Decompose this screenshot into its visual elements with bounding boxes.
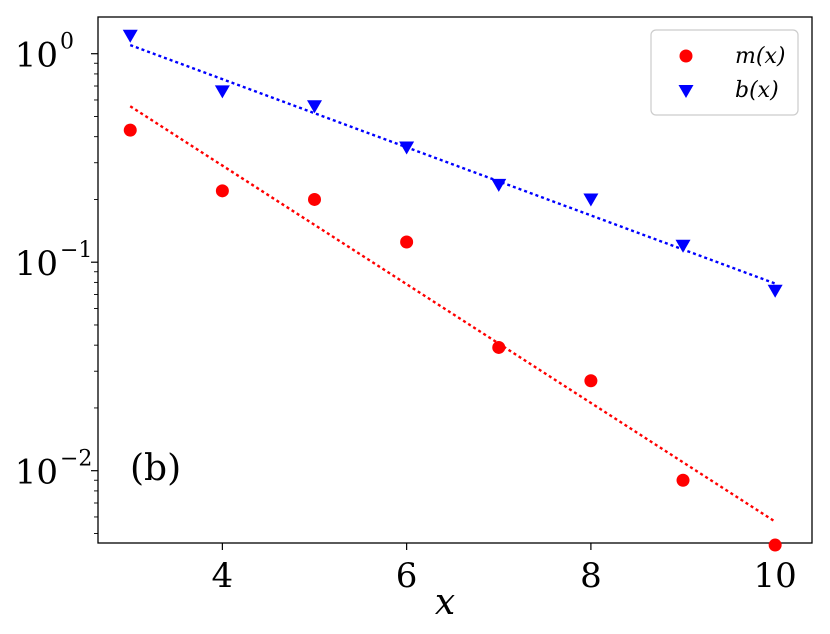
point-m-7 [768,538,782,552]
y-tick-label-base: 10 [15,453,58,493]
point-b-0 [122,29,138,43]
point-b-4 [491,178,507,192]
point-m-2 [308,192,322,206]
y-tick-label-0: 10 0 [15,30,74,76]
x-axis-label: x [435,582,455,623]
point-b-3 [399,141,415,155]
point-m-6 [676,473,690,487]
x-tick-label-8: 8 [580,556,602,596]
y-tick-label-exponent: −2 [60,447,92,472]
ticks [91,53,776,550]
y-tick-label-1: 10 −1 [15,238,93,284]
fit-lines [129,43,776,523]
point-b-5 [583,193,599,207]
point-b-1 [214,85,230,99]
point-m-1 [215,184,229,198]
point-m-3 [400,235,414,249]
point-m-4 [492,340,506,354]
y-tick-label-base: 10 [15,36,58,76]
y-tick-label-exponent: −1 [60,238,92,263]
legend-label-m: m(x) [735,44,785,69]
data-points [122,29,783,552]
point-m-0 [123,123,137,137]
x-tick-label-4: 4 [212,556,234,596]
panel-annotation: (b) [130,448,181,489]
x-tick-label-10: 10 [754,556,797,596]
point-b-7 [767,284,783,298]
y-tick-label-exponent: 0 [60,30,74,55]
legend-label-b: b(x) [735,78,779,103]
fit-line-0 [129,105,776,523]
point-m-5 [584,374,598,388]
legend-marker-m [679,49,693,63]
legend: m(x) b(x) [650,29,799,116]
x-tick-label-6: 6 [396,556,418,596]
point-b-6 [675,239,691,253]
y-tick-label-2: 10 −2 [15,447,93,493]
y-tick-label-base: 10 [15,244,58,284]
fit-line-1 [129,43,776,285]
legend-marker-b [678,85,694,98]
point-b-2 [307,100,323,114]
